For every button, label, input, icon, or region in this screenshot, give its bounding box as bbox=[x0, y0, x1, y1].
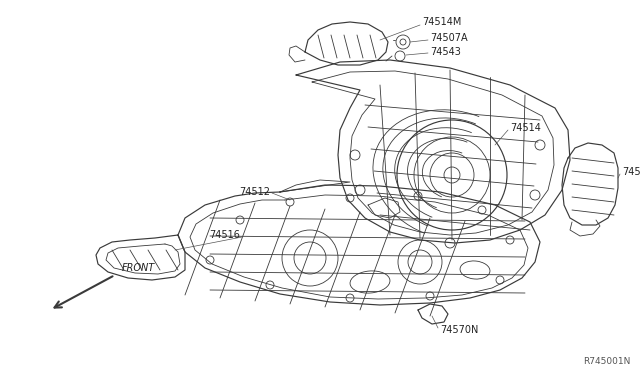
Text: 74514M: 74514M bbox=[422, 17, 461, 27]
Text: 74543: 74543 bbox=[430, 47, 461, 57]
Text: 74512: 74512 bbox=[239, 187, 270, 197]
Text: 74514N: 74514N bbox=[622, 167, 640, 177]
Text: 74516: 74516 bbox=[209, 230, 240, 240]
Text: 74514: 74514 bbox=[510, 123, 541, 133]
Text: 74570N: 74570N bbox=[440, 325, 478, 335]
Text: 74507A: 74507A bbox=[430, 33, 468, 43]
Text: R745001N: R745001N bbox=[582, 357, 630, 366]
Text: FRONT: FRONT bbox=[122, 263, 156, 273]
